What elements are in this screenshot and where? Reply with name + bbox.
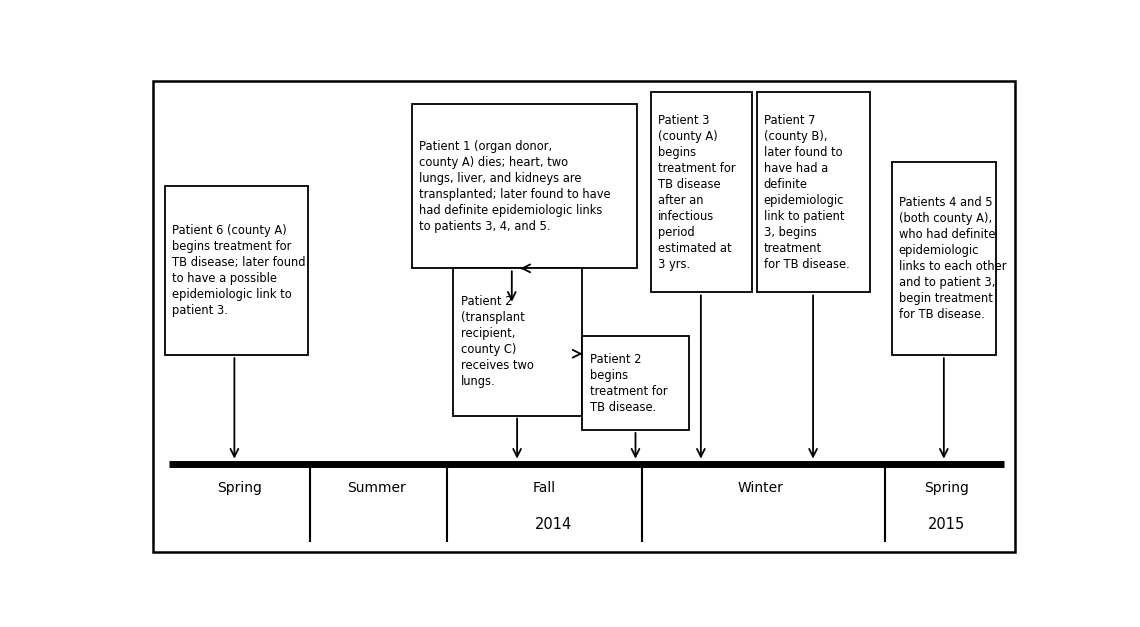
- Text: Spring: Spring: [218, 481, 262, 495]
- Text: Patients 4 and 5
(both county A),
who had definite
epidemiologic
links to each o: Patients 4 and 5 (both county A), who ha…: [898, 196, 1007, 321]
- Text: Patient 3
(county A)
begins
treatment for
TB disease
after an
infectious
period
: Patient 3 (county A) begins treatment fo…: [658, 114, 735, 271]
- Text: Winter: Winter: [738, 481, 784, 495]
- Bar: [412, 104, 637, 268]
- Text: Patient 6 (county A)
begins treatment for
TB disease; later found
to have a poss: Patient 6 (county A) begins treatment fo…: [172, 224, 306, 317]
- Text: Summer: Summer: [348, 481, 406, 495]
- Text: Spring: Spring: [925, 481, 969, 495]
- Text: Patient 7
(county B),
later found to
have had a
definite
epidemiologic
link to p: Patient 7 (county B), later found to hav…: [764, 114, 849, 271]
- Text: Patient 2
begins
treatment for
TB disease.: Patient 2 begins treatment for TB diseas…: [589, 352, 667, 414]
- Text: Patient 2
(transplant
recipient,
county C)
receives two
lungs.: Patient 2 (transplant recipient, county …: [461, 295, 534, 389]
- Text: Fall: Fall: [532, 481, 556, 495]
- Bar: [583, 336, 689, 430]
- Bar: [454, 268, 581, 416]
- Text: Patient 1 (organ donor,
county A) dies; heart, two
lungs, liver, and kidneys are: Patient 1 (organ donor, county A) dies; …: [420, 140, 611, 233]
- Bar: [651, 92, 752, 292]
- Bar: [164, 186, 308, 356]
- Bar: [891, 162, 996, 356]
- Text: 2014: 2014: [535, 517, 572, 532]
- Text: 2015: 2015: [928, 517, 966, 532]
- Bar: [757, 92, 870, 292]
